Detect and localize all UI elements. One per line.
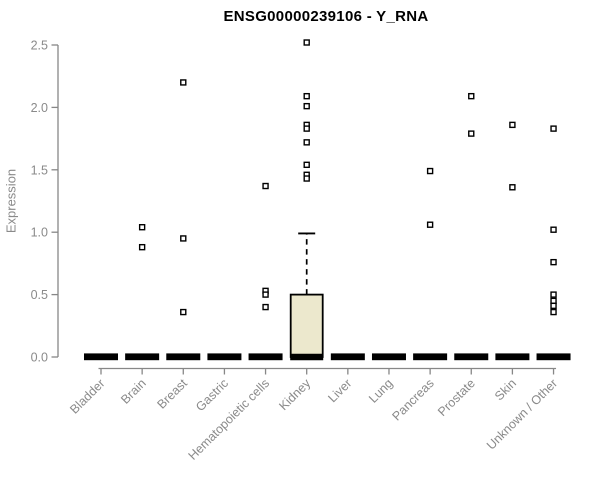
y-tick-label: 2.5 (31, 39, 48, 53)
y-tick-label: 2.0 (31, 101, 48, 115)
x-tick-label-10: Skin (492, 376, 519, 403)
outlier-point (303, 92, 310, 100)
collapsed-box-0 (84, 353, 118, 361)
outlier-point (509, 121, 516, 129)
outlier-point (550, 125, 557, 132)
outlier-point (303, 39, 310, 46)
outlier-point (262, 182, 269, 190)
x-tick-label-11: Unknown / Other (484, 376, 560, 452)
outlier-point (550, 226, 557, 233)
outlier-point (138, 224, 146, 231)
median-line-5 (290, 353, 324, 361)
collapsed-box-10 (495, 353, 530, 361)
outlier-point (180, 79, 187, 86)
outlier-point (468, 92, 475, 100)
box-5 (289, 293, 324, 358)
outlier-point (509, 184, 516, 191)
y-tick-label: 1.5 (31, 163, 48, 177)
x-tick-label-2: Breast (154, 376, 190, 412)
collapsed-box-1 (125, 353, 160, 361)
x-tick-label-5: Kidney (276, 376, 313, 413)
collapsed-box-9 (454, 353, 489, 361)
x-tick-label-7: Lung (366, 376, 396, 406)
collapsed-box-2 (166, 353, 201, 361)
collapsed-box-11 (536, 353, 571, 361)
y-tick-label: 1.0 (31, 226, 48, 240)
x-tick-label-1: Brain (118, 376, 149, 407)
x-tick-label-6: Liver (325, 376, 354, 405)
x-tick-label-9: Prostate (435, 376, 478, 419)
x-tick-label-8: Pancreas (389, 376, 436, 423)
x-tick-label-4: Hematopoietic cells (186, 376, 273, 463)
outlier-point (303, 139, 310, 146)
outlier-point (550, 291, 557, 298)
collapsed-box-3 (207, 353, 242, 361)
collapsed-box-6 (330, 353, 365, 361)
outlier-point (303, 161, 310, 169)
outlier-point (262, 303, 269, 311)
outlier-point (550, 258, 557, 266)
x-tick-label-3: Gastric (193, 376, 231, 414)
y-tick-label: 0.5 (31, 288, 48, 302)
x-tick-label-0: Bladder (67, 376, 107, 416)
outlier-point (262, 291, 269, 298)
outlier-point (468, 130, 475, 137)
collapsed-box-7 (371, 353, 406, 361)
y-tick-label: 0.0 (31, 351, 48, 365)
outlier-point (303, 175, 310, 182)
collapsed-box-4 (248, 353, 283, 361)
outlier-point (550, 308, 557, 316)
outlier-point (180, 308, 187, 316)
outlier-point (550, 302, 557, 310)
outlier-point (303, 125, 310, 132)
outlier-point (426, 167, 434, 175)
outlier-point (550, 297, 557, 305)
outlier-point (180, 235, 187, 242)
chart-title: ENSG00000239106 - Y_RNA (223, 8, 429, 25)
outlier-point (303, 102, 310, 110)
outlier-point (138, 243, 146, 251)
collapsed-box-8 (413, 353, 448, 361)
outlier-point (426, 221, 434, 228)
